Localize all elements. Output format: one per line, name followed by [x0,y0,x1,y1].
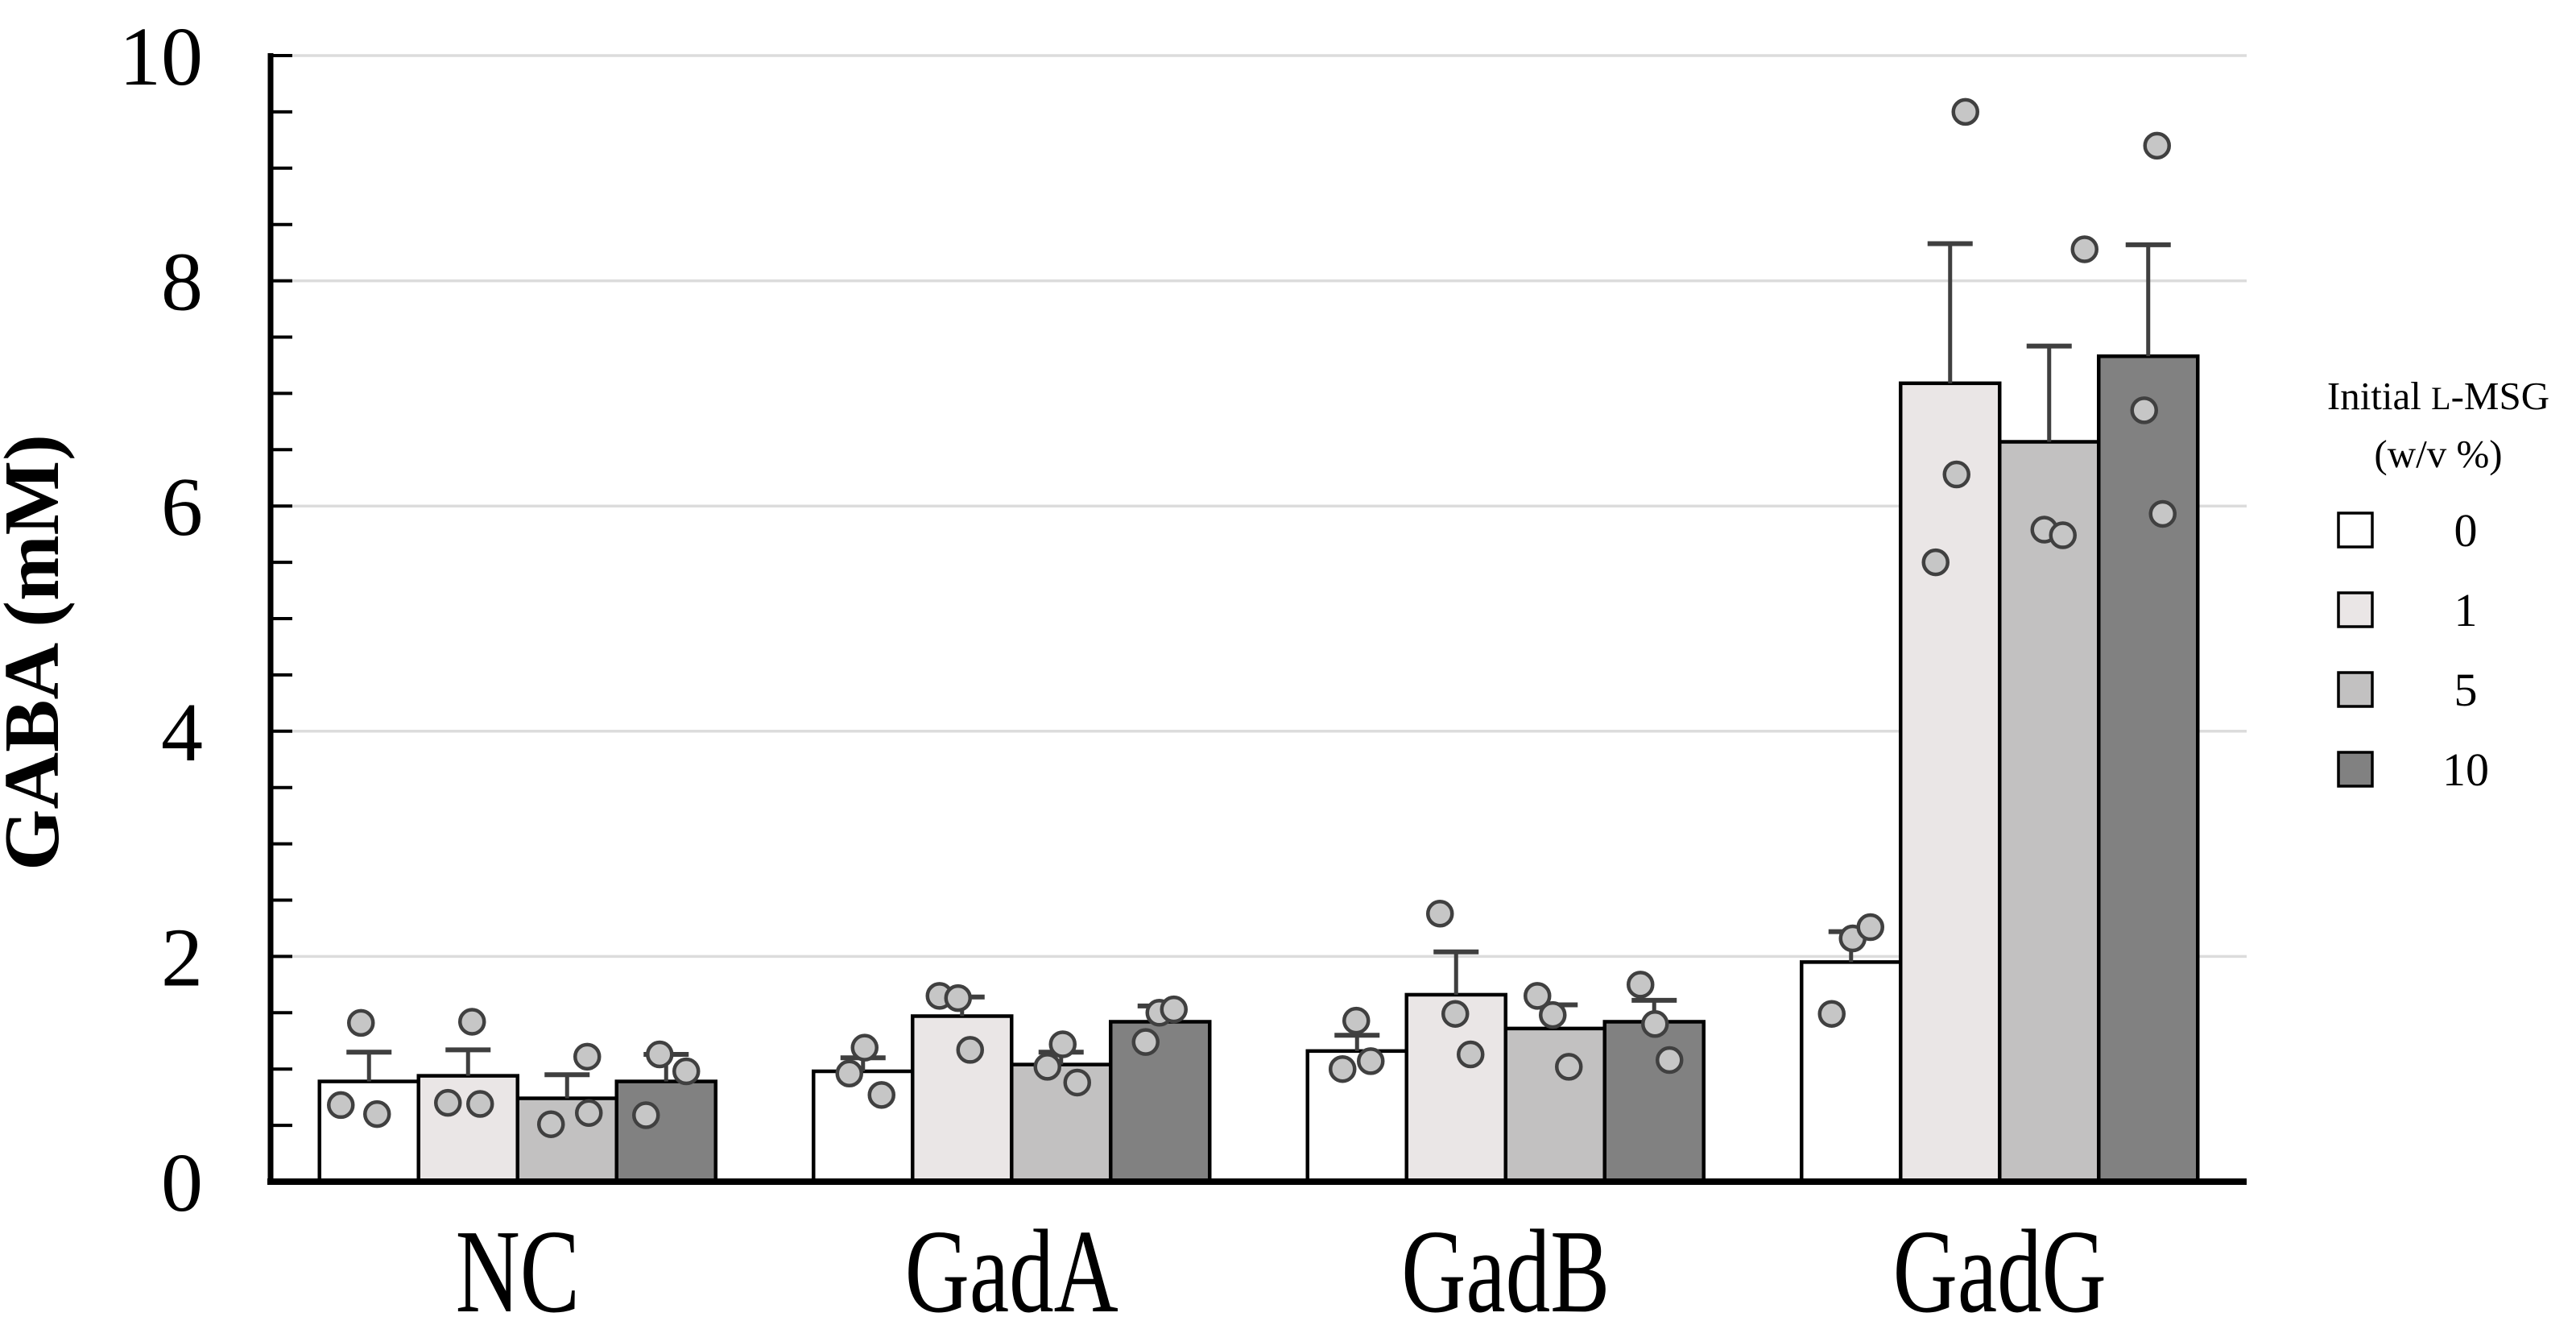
data-point-GadG-5 [2049,521,2077,549]
bar-NC-10 [614,1079,717,1184]
legend: Initial L-MSG (w/v %) 0 1 5 10 [2327,374,2549,796]
data-point-NC-0 [363,1099,391,1128]
data-point-NC-5 [537,1110,565,1138]
data-point-NC-1 [434,1088,462,1117]
data-point-GadG-10 [2143,131,2171,160]
y-tick-label-6: 6 [161,461,203,553]
data-point-GadA-5 [1033,1053,1061,1081]
legend-swatch-0 [2337,511,2374,549]
data-point-layer [327,97,2177,1138]
data-point-NC-10 [672,1057,701,1086]
data-point-GadB-1 [1457,1040,1485,1069]
bar-GadB-10 [1602,1020,1706,1184]
legend-swatch-10 [2337,751,2374,788]
data-point-GadA-1 [956,1036,984,1064]
bar-NC-1 [416,1074,519,1184]
data-point-NC-10 [632,1101,660,1129]
data-point-GadG-10 [2148,499,2177,528]
x-category-label-GadG: GadG [1893,1206,2107,1321]
data-point-GadB-0 [1342,1006,1371,1035]
axis-layer [267,53,2247,1185]
data-point-GadB-10 [1627,971,1655,999]
data-point-GadB-5 [1524,982,1552,1010]
x-category-label-GadA: GadA [905,1206,1118,1321]
y-tick-label-8: 8 [161,236,203,329]
data-point-GadG-1 [1942,460,1970,489]
legend-label-1: 1 [2454,584,2478,636]
bar-GadB-5 [1503,1026,1606,1184]
data-point-GadA-10 [1160,995,1188,1024]
data-point-GadB-5 [1539,1000,1567,1029]
x-category-label-NC: NC [456,1206,580,1321]
data-point-GadB-0 [1329,1054,1357,1083]
data-point-GadA-10 [1131,1028,1160,1056]
data-point-NC-5 [575,1099,603,1127]
bar-GadG-0 [1800,960,1903,1184]
legend-swatch-1 [2337,591,2374,628]
legend-title-line2: (w/v %) [2374,432,2502,476]
data-point-GadB-1 [1441,1000,1470,1028]
data-point-GadG-1 [1921,548,1950,577]
data-point-NC-1 [458,1008,486,1036]
axis-label-layer: 0 2 4 6 8 10 NC GadA GadB GadG [119,10,2107,1321]
data-point-GadB-1 [1426,900,1454,928]
bar-GadG-1 [1899,381,2002,1184]
data-point-GadA-5 [1048,1030,1077,1058]
bar-layer [317,354,2200,1184]
data-point-GadA-5 [1063,1068,1091,1097]
data-point-NC-10 [646,1040,674,1069]
legend-swatch-5 [2337,671,2374,708]
x-category-label-GadB: GadB [1401,1206,1610,1321]
bar-GadG-5 [1998,440,2101,1184]
data-point-GadG-1 [1951,97,1979,126]
data-point-GadA-0 [835,1059,863,1088]
bar-GadA-0 [812,1069,915,1184]
data-point-GadG-5 [2070,235,2098,263]
data-point-NC-0 [347,1008,375,1037]
legend-label-0: 0 [2454,504,2478,557]
data-point-GadA-0 [850,1033,879,1062]
bar-GadA-5 [1010,1062,1113,1184]
data-point-GadG-10 [2130,396,2158,424]
y-tick-label-4: 4 [161,686,203,779]
data-point-GadG-0 [1817,1000,1846,1028]
legend-label-5: 5 [2454,664,2478,716]
y-axis-title: GABA (mM) [0,434,76,871]
data-point-GadB-10 [1641,1010,1669,1038]
y-tick-label-0: 0 [161,1137,203,1229]
data-point-GadG-0 [1856,913,1884,942]
bar-GadA-10 [1109,1020,1212,1184]
legend-title-line1: Initial L-MSG [2327,374,2549,418]
legend-label-10: 10 [2442,743,2489,796]
data-point-NC-1 [466,1090,494,1118]
data-point-GadB-0 [1357,1047,1385,1075]
y-tick-label-10: 10 [119,10,203,103]
data-point-GadB-10 [1656,1046,1684,1075]
data-point-GadA-0 [867,1081,895,1109]
bar-GadG-10 [2097,354,2200,1184]
data-point-NC-5 [573,1042,602,1071]
data-point-NC-0 [327,1091,355,1120]
data-point-GadA-1 [944,984,972,1012]
data-point-GadB-5 [1555,1053,1583,1081]
bar-GadB-0 [1305,1049,1408,1184]
y-tick-label-2: 2 [161,911,203,1004]
